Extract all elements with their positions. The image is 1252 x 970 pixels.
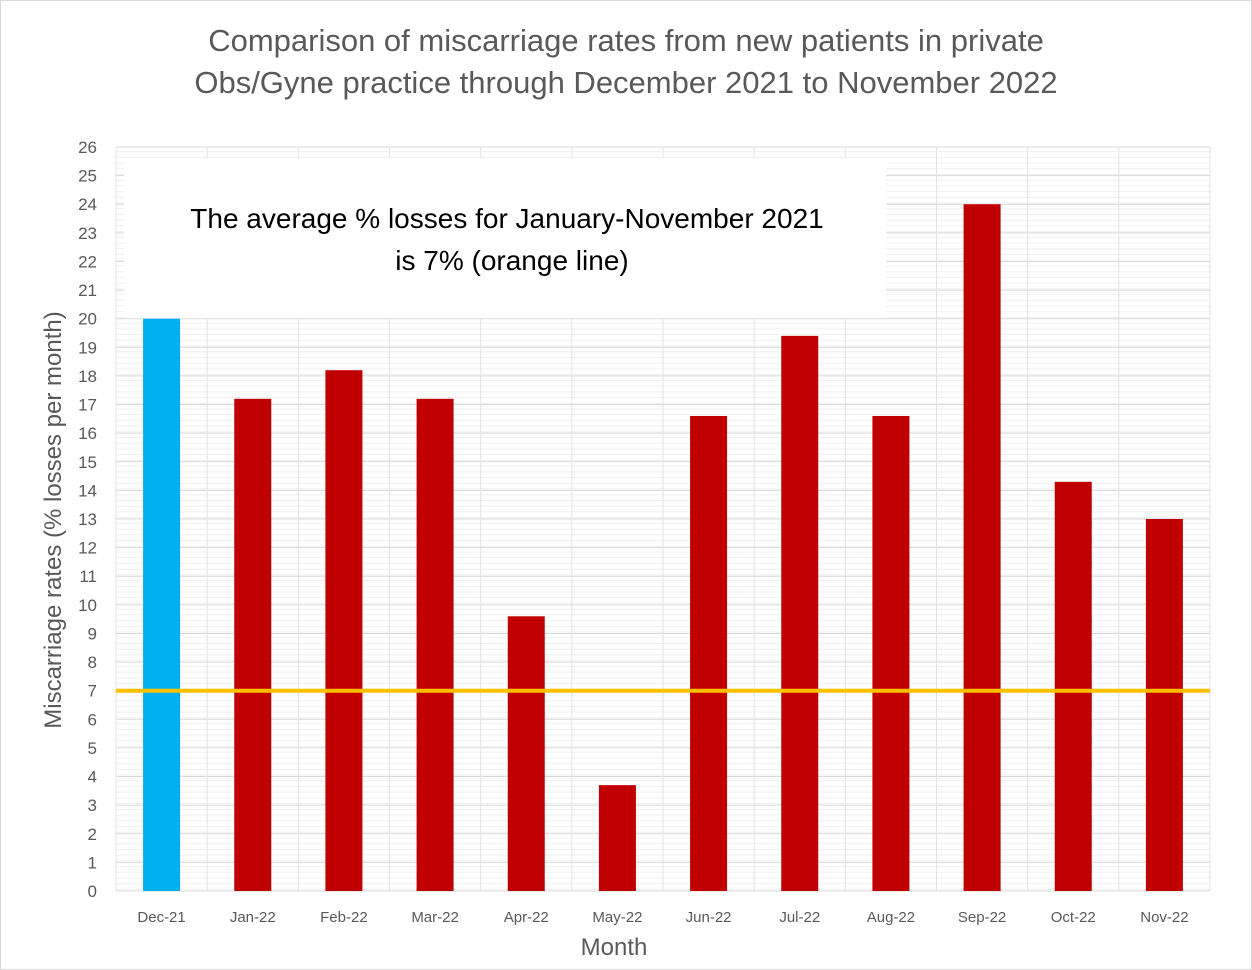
y-tick-label: 9 [88, 624, 97, 643]
y-tick-label: 18 [78, 367, 97, 386]
bar-nov-22 [1145, 519, 1183, 891]
y-tick-label: 7 [88, 682, 97, 701]
x-tick-label: May-22 [592, 909, 642, 926]
x-tick-label: Jan-22 [230, 909, 276, 926]
bar-mar-22 [416, 398, 454, 891]
bar-oct-22 [1054, 481, 1092, 891]
y-tick-label: 1 [88, 853, 97, 872]
y-tick-labels: 0123456789101112131415161718192021222324… [78, 138, 97, 901]
y-tick-label: 10 [78, 596, 97, 615]
y-tick-label: 13 [78, 510, 97, 529]
y-axis-title: Miscarriage rates (% losses per month) [40, 311, 67, 728]
y-tick-label: 22 [78, 252, 97, 271]
y-tick-label: 20 [78, 310, 97, 329]
bar-sep-22 [963, 204, 1001, 891]
x-tick-label: Oct-22 [1051, 909, 1096, 926]
y-tick-label: 12 [78, 539, 97, 558]
bar-apr-22 [507, 616, 545, 891]
bar-jan-22 [234, 398, 272, 891]
bar-jul-22 [781, 335, 819, 891]
bar-feb-22 [325, 370, 363, 891]
x-tick-label: Feb-22 [320, 909, 368, 926]
x-tick-label: Sep-22 [958, 909, 1006, 926]
y-tick-label: 14 [78, 481, 97, 500]
y-tick-label: 15 [78, 453, 97, 472]
x-axis-title: Month [581, 934, 648, 961]
bar-dec-21 [143, 318, 181, 891]
y-tick-label: 5 [88, 739, 97, 758]
y-tick-label: 23 [78, 224, 97, 243]
y-tick-label: 3 [88, 796, 97, 815]
y-tick-label: 4 [88, 768, 97, 787]
y-tick-label: 6 [88, 710, 97, 729]
annotation-line-1: The average % losses for January-Novembe… [190, 203, 823, 234]
chart-title-line-2: Obs/Gyne practice through December 2021 … [194, 65, 1058, 100]
x-tick-labels: Dec-21 Jan-22 Feb-22 Mar-22 Apr-22 May-22 Jun-… [137, 909, 1188, 926]
x-tick-label: Apr-22 [504, 909, 549, 926]
y-tick-label: 2 [88, 825, 97, 844]
y-tick-label: 16 [78, 424, 97, 443]
y-tick-label: 19 [78, 338, 97, 357]
bar-aug-22 [872, 415, 910, 891]
x-tick-label: Jul-22 [779, 909, 820, 926]
y-tick-label: 11 [79, 567, 97, 586]
annotation-line-2: is 7% (orange line) [395, 245, 628, 276]
y-tick-label: 24 [78, 195, 97, 214]
annotation-box [124, 158, 886, 318]
y-tick-label: 17 [78, 396, 97, 415]
y-tick-label: 0 [88, 882, 97, 901]
chart-title-line-1: Comparison of miscarriage rates from new… [208, 23, 1044, 58]
y-tick-label: 25 [78, 167, 97, 186]
x-tick-label: Mar-22 [411, 909, 459, 926]
bar-jun-22 [690, 415, 728, 891]
x-tick-label: Nov-22 [1140, 909, 1188, 926]
bars [143, 204, 1183, 891]
x-tick-label: Dec-21 [137, 909, 185, 926]
bar-may-22 [598, 785, 636, 891]
y-tick-label: 8 [88, 653, 97, 672]
y-tick-label: 21 [78, 281, 97, 300]
x-tick-label: Aug-22 [867, 909, 915, 926]
x-tick-label: Jun-22 [686, 909, 732, 926]
y-tick-label: 26 [78, 138, 97, 157]
